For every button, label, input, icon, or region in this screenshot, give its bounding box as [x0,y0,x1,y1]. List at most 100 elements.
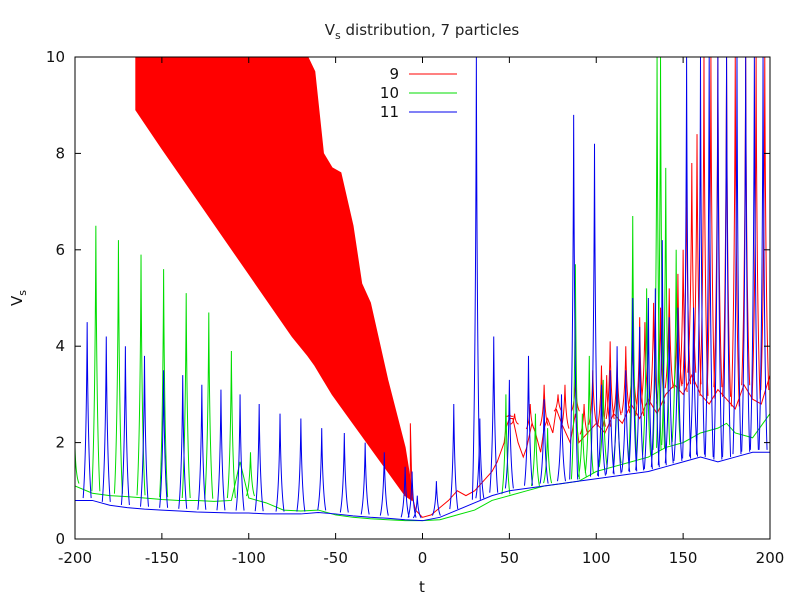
series-9-spike [510,413,519,425]
series-11-spike [605,370,615,475]
series-9-spike [621,346,631,414]
series-9-spike [673,273,683,387]
series-10-spike [671,249,681,443]
x-tick-label: -100 [232,549,266,567]
series-11-spike [664,317,674,464]
series-11-spike [596,384,606,476]
series-10-spike [91,225,101,492]
series-11-spike [407,471,417,518]
series-9-spike [539,384,549,426]
series-11-spike [449,404,459,510]
legend-label-11: 11 [380,103,399,121]
series-9-oscillation-band [135,57,413,502]
series-10-spike [204,312,214,499]
series-11-spike [339,432,349,513]
series-10-spike [570,264,580,480]
series-10-spike [501,394,511,495]
series-9-spike [649,302,659,406]
series-11-spike [612,346,622,474]
series-11-spike [431,481,441,516]
series-11-spike [400,466,410,518]
x-axis-label: t [419,578,425,596]
series-9-spike [713,57,723,388]
x-tick-label: 150 [669,549,698,567]
series-11-spike [758,57,768,450]
series-11-spike [254,404,264,512]
series-9-spike [760,57,770,391]
series-9-spike [706,57,716,399]
series-11-spike [539,399,549,484]
series-11-spike [504,379,514,489]
series-10-spike [577,413,587,477]
series-11-spike [689,307,699,457]
series-9-spike [678,249,688,393]
x-tick-label: 50 [500,549,519,567]
chart-title: Vs distribution, 7 particles [325,21,520,42]
series-11-spike [82,322,92,499]
series-9-spike [579,404,589,435]
series-11-spike [643,297,653,470]
series-10-spike [598,379,608,468]
legend-label-9: 9 [389,65,399,83]
axis-ticks: -200 -150 -100 -50 0 50 100 150 200 0 2 4 6 8 10 [46,48,784,567]
y-tick-label: 10 [46,48,65,66]
series-10-spike [136,254,146,496]
series-11-spike [673,307,683,461]
series-11-spike [741,57,751,452]
y-tick-label: 6 [55,241,65,259]
series-9-spike [751,57,761,399]
series-11-spike [635,326,645,471]
series-10-spike [246,452,255,497]
series-11-spike [523,355,533,486]
y-axis-label: Vs [8,290,29,306]
series-11-spike [621,370,631,473]
y-tick-label: 2 [55,434,65,452]
series-11-spike [475,418,485,499]
series-10-spike [75,447,80,484]
series-11-spike [713,57,723,460]
series-10-spike [642,288,652,456]
series-11-spike [696,57,705,455]
series-11-spike [569,114,579,480]
series-11-spike [732,57,742,455]
series-11-spike [140,355,149,507]
series-11-spike [197,384,207,510]
series-11-spike [471,57,481,500]
series-11-spike [657,240,667,466]
series-11-spike [628,297,638,472]
series-11-spike [590,143,600,477]
series-10-spike [530,413,540,487]
x-tick-label: 200 [756,549,785,567]
y-tick-label: 4 [55,337,65,355]
series-11-spike [275,413,285,512]
y-tick-label: 8 [55,144,65,162]
series-11-spike [722,57,732,458]
series-11-spike [296,418,306,512]
series-11-spike [379,452,389,516]
series-11-spike [101,336,111,502]
series-11-line [75,451,770,522]
series-11-spike [159,370,169,508]
series-10-spike [226,351,236,499]
series-11-spike [120,346,130,506]
series-9-spike [560,384,570,429]
series-11-spike [650,288,660,468]
series-11-spike [557,394,566,482]
series-9-spike [722,57,732,397]
series-11-spike [360,442,370,515]
series-11-spike [682,57,692,459]
series-11-spike [178,375,188,509]
series-layer [75,57,770,522]
series-11 [75,57,770,522]
x-tick-label: -200 [58,549,92,567]
series-10-spike [628,216,638,460]
x-tick-label: -50 [323,549,348,567]
x-tick-label: -150 [145,549,179,567]
series-11-spike [704,57,714,458]
series-9 [135,57,770,518]
series-9-spike [664,288,674,389]
series-11-spike [317,428,327,511]
series-9-line [409,373,770,518]
